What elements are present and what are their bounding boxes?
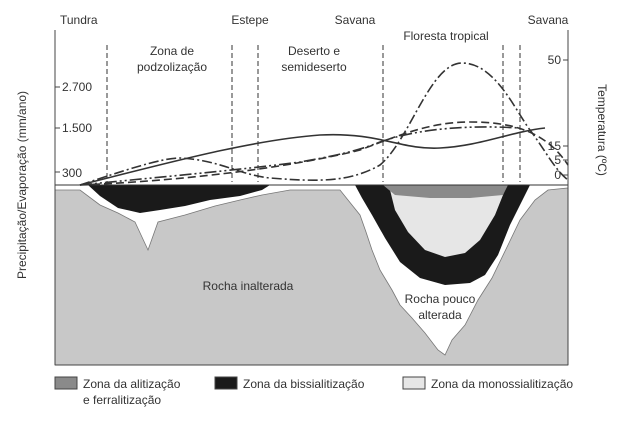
zone-label: semideserto [281,60,347,74]
left-axis-label: Precipitação/Evaporação (mm/ano) [15,91,29,279]
right-tick: 0 [554,168,561,182]
rock-label: Rocha inalterada [203,279,294,293]
right-tick: 15 [548,139,562,153]
right-tick: 50 [548,53,562,67]
legend-label: Zona da alitização [83,377,181,391]
zone-label: Zona de [150,44,194,58]
zone-label: podzolização [137,60,207,74]
bissialitization-zone-left [88,185,270,213]
legend-label: Zona da bissialitização [243,377,365,391]
monossialitization-zone [390,190,505,257]
alitization-zone [383,185,508,198]
right-axis-label: Temperatura (ºC) [595,84,609,176]
zone-label: Estepe [231,13,269,27]
weathered-label: alterada [418,308,462,322]
legend-label: Zona da monossialitização [431,377,573,391]
left-tick: 2.700 [62,80,92,94]
left-tick: 300 [62,166,82,180]
weathered-label: Rocha pouco [405,292,476,306]
axis-ticks [55,59,568,176]
legend-swatch [54,376,78,390]
zone-label: Tundra [60,13,98,27]
curves [79,62,569,186]
zone-label: Savana [528,13,569,27]
zone-label: Floresta tropical [403,29,488,43]
zone-label: Deserto e [288,44,340,58]
legend-swatch [214,376,238,390]
zone-label: Savana [335,13,376,27]
legend-swatch [402,376,426,390]
right-tick: 5 [554,153,561,167]
rock [54,187,569,366]
legend-label: e ferralitização [83,393,161,407]
left-tick: 1.500 [62,121,92,135]
